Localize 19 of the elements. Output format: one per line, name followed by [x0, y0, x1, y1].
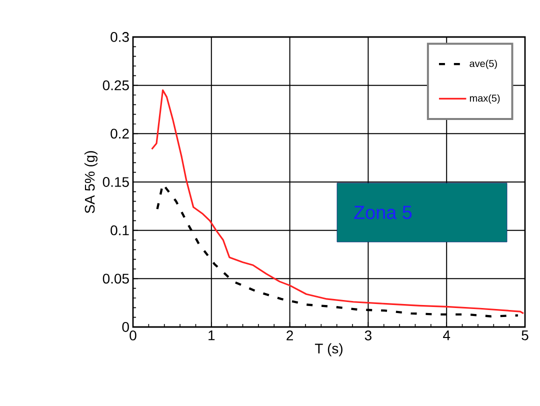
x-axis-title: T (s)	[314, 343, 342, 356]
y-tick-label: 0.3	[110, 32, 129, 42]
annotation: Zona 5	[354, 206, 412, 220]
y-tick-label: 0.1	[110, 225, 129, 236]
x-tick-label: 0	[130, 330, 136, 340]
x-tick-label: 4	[443, 330, 450, 340]
y-tick-label: 0	[122, 322, 129, 332]
y-tick-label: 0.15	[102, 177, 129, 187]
y-axis-title: SA 5% (g)	[84, 151, 98, 214]
legend-label: ave(5)	[470, 60, 497, 70]
x-tick-label: 1	[208, 330, 215, 340]
y-tick-label: 0.2	[110, 128, 129, 139]
x-tick-label: 5	[522, 330, 528, 340]
y-tick-label: 0.05	[102, 274, 129, 284]
x-tick-label: 2	[286, 330, 293, 340]
line-series	[151, 89, 524, 314]
y-tick-label: 0.25	[102, 80, 129, 90]
x-tick-label: 3	[364, 330, 372, 340]
legend-label: max(5)	[470, 94, 500, 104]
